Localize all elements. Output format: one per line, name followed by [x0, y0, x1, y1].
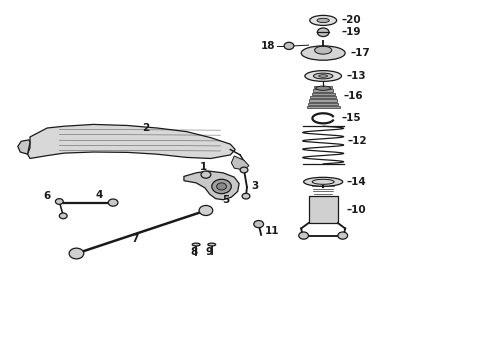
Ellipse shape	[310, 15, 337, 26]
Text: 2: 2	[143, 122, 149, 132]
Circle shape	[299, 232, 309, 239]
Text: 5: 5	[222, 195, 229, 205]
Ellipse shape	[301, 46, 345, 60]
Bar	[309, 99, 337, 102]
Circle shape	[217, 183, 226, 190]
Ellipse shape	[314, 73, 333, 79]
Ellipse shape	[317, 18, 329, 23]
Ellipse shape	[319, 75, 328, 77]
Polygon shape	[231, 156, 249, 170]
Text: 1: 1	[200, 162, 207, 172]
Text: 6: 6	[44, 192, 51, 201]
Circle shape	[242, 193, 250, 199]
Text: 9: 9	[206, 247, 213, 257]
Circle shape	[108, 199, 118, 206]
Circle shape	[199, 206, 213, 216]
Polygon shape	[18, 140, 30, 154]
Text: –13: –13	[346, 71, 366, 81]
Bar	[307, 106, 340, 108]
Bar	[311, 96, 336, 98]
Text: –19: –19	[342, 27, 361, 37]
Circle shape	[284, 42, 294, 49]
Ellipse shape	[304, 177, 343, 186]
Text: 18: 18	[261, 41, 275, 51]
Text: –12: –12	[347, 136, 367, 147]
Polygon shape	[27, 125, 235, 158]
Circle shape	[55, 199, 63, 204]
Circle shape	[318, 28, 329, 37]
Bar	[312, 93, 335, 95]
Circle shape	[59, 213, 67, 219]
Text: –10: –10	[346, 204, 366, 215]
Ellipse shape	[208, 243, 216, 246]
Text: 7: 7	[131, 234, 139, 244]
Text: –17: –17	[350, 48, 370, 58]
Text: 4: 4	[96, 190, 103, 200]
Circle shape	[201, 171, 211, 178]
Circle shape	[254, 221, 264, 228]
Circle shape	[69, 248, 84, 259]
Text: 8: 8	[190, 247, 197, 257]
Bar	[313, 89, 333, 91]
Circle shape	[240, 167, 248, 173]
Text: –14: –14	[346, 177, 367, 187]
Text: 11: 11	[265, 226, 279, 236]
Polygon shape	[184, 171, 239, 200]
Bar	[315, 86, 332, 88]
Text: –16: –16	[343, 91, 363, 102]
Text: –15: –15	[342, 113, 361, 123]
Ellipse shape	[316, 86, 331, 90]
Text: –20: –20	[342, 15, 361, 26]
Circle shape	[212, 179, 231, 194]
Bar	[309, 196, 338, 223]
Bar	[308, 103, 339, 105]
Text: 3: 3	[251, 181, 259, 191]
Ellipse shape	[305, 71, 342, 81]
Ellipse shape	[192, 243, 200, 246]
Circle shape	[338, 232, 347, 239]
Ellipse shape	[315, 46, 332, 54]
